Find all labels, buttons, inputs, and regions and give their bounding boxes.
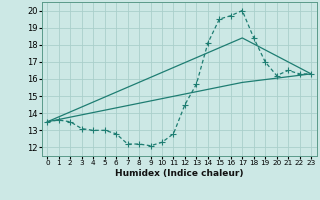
X-axis label: Humidex (Indice chaleur): Humidex (Indice chaleur): [115, 169, 244, 178]
